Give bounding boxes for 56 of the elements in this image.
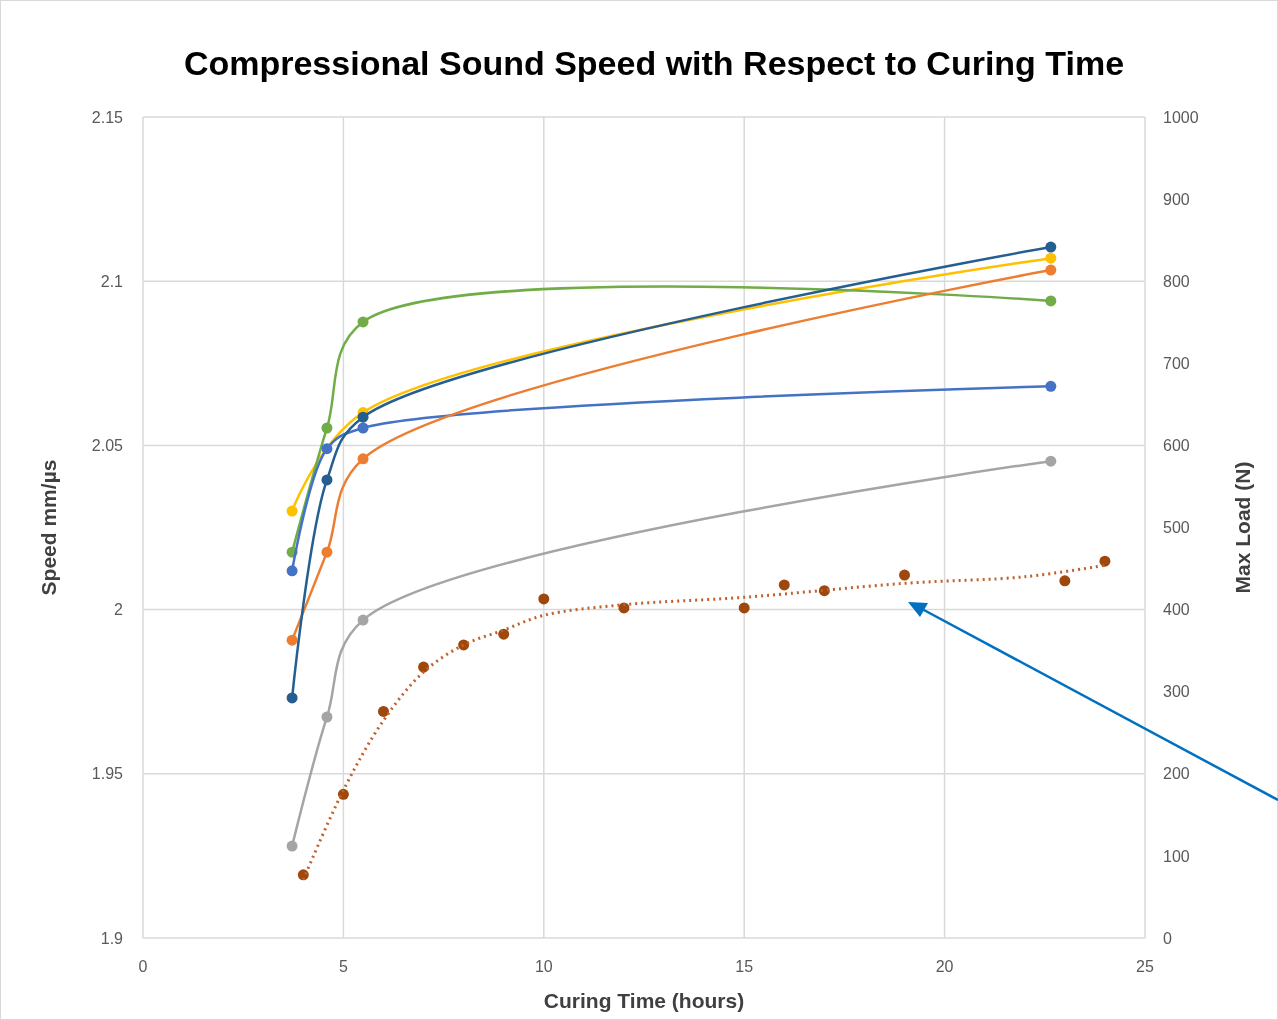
y2-tick-label: 300 (1163, 683, 1190, 701)
point (321, 422, 333, 434)
point (1059, 575, 1071, 587)
point (1045, 455, 1057, 467)
y-tick-label: 2.15 (91, 108, 124, 126)
point (286, 634, 298, 646)
point (286, 840, 298, 852)
x-tick-label: 0 (138, 958, 148, 975)
point (1045, 295, 1057, 307)
point (738, 602, 750, 614)
x-tick-label: 5 (338, 958, 348, 975)
point (1045, 252, 1057, 264)
y-tick-label: 2 (114, 601, 124, 619)
point (1045, 264, 1057, 276)
point (286, 692, 298, 704)
point (357, 316, 369, 328)
y-tick-label: 1.9 (100, 929, 124, 947)
point (538, 593, 550, 605)
y2-tick-label: 200 (1163, 765, 1190, 783)
point (357, 422, 369, 434)
point (321, 711, 333, 723)
y-axis-title: Speed mm/µs (37, 459, 60, 596)
y-tick-label: 2.05 (91, 437, 124, 454)
y2-tick-label: 800 (1163, 272, 1190, 290)
y2-tick-label: 500 (1163, 519, 1190, 537)
point (321, 474, 333, 486)
x-axis-title: Curing Time (hours) (543, 989, 745, 1012)
point (377, 705, 389, 717)
point (778, 579, 790, 591)
x-tick-label: 10 (534, 958, 553, 975)
y2-tick-label: 700 (1163, 354, 1190, 372)
point (357, 453, 369, 465)
point (286, 565, 298, 577)
point (899, 569, 911, 581)
y2-tick-label: 100 (1163, 847, 1190, 865)
point (321, 546, 333, 558)
y-tick-label: 2.1 (100, 272, 124, 290)
y2-tick-label: 1000 (1163, 108, 1199, 126)
y2-tick-label: 400 (1163, 601, 1190, 619)
y2-tick-label: 600 (1163, 437, 1190, 454)
x-tick-label: 15 (735, 958, 754, 975)
point (1045, 380, 1057, 392)
point (357, 411, 369, 423)
point (357, 614, 369, 626)
chart-title: Compressional Sound Speed with Respect to Curing Time (183, 44, 1125, 82)
point (1099, 555, 1111, 567)
point (1045, 241, 1057, 253)
y2-tick-label: 0 (1163, 929, 1172, 947)
y2-tick-label: 900 (1163, 190, 1190, 208)
point (498, 628, 510, 640)
y2-axis-title: Max Load (N) (1231, 461, 1254, 594)
x-tick-label: 25 (1136, 958, 1154, 975)
y-tick-label: 1.95 (91, 765, 124, 783)
point (286, 505, 298, 517)
point (321, 443, 333, 455)
x-tick-label: 20 (935, 958, 954, 975)
